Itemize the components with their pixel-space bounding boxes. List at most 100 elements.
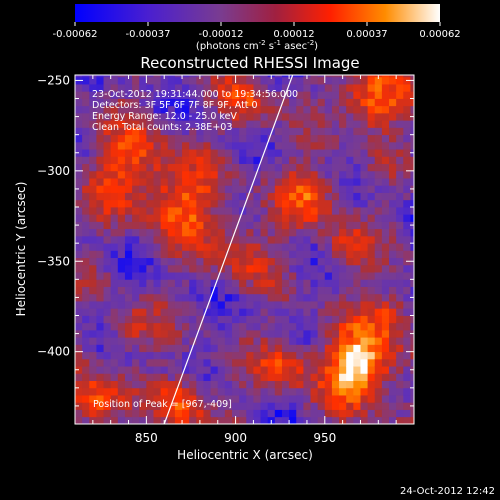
heatmap-cell	[260, 76, 269, 85]
heatmap-cell	[103, 272, 112, 280]
heatmap-cell	[117, 207, 126, 215]
heatmap-cell	[89, 337, 97, 345]
heatmap-cell	[117, 250, 126, 259]
heatmap-cell	[217, 380, 226, 389]
heatmap-cell	[124, 199, 133, 208]
heatmap-cell	[267, 235, 276, 244]
heatmap-cell	[331, 120, 340, 128]
heatmap-cell	[124, 337, 133, 345]
heatmap-cell	[167, 163, 176, 172]
heatmap-cell	[103, 402, 112, 410]
heatmap-cell	[267, 120, 276, 128]
heatmap-cell	[367, 395, 376, 403]
heatmap-cell	[346, 380, 354, 389]
heatmap-cell	[367, 84, 376, 92]
heatmap-cell	[210, 120, 219, 128]
heatmap-cell	[96, 315, 104, 324]
heatmap-cell	[89, 286, 97, 295]
heatmap-cell	[367, 75, 376, 78]
heatmap-cell	[196, 337, 204, 345]
heatmap-cell	[339, 228, 347, 237]
heatmap-cell	[153, 329, 162, 338]
heatmap-cell	[396, 235, 404, 244]
heatmap-cell	[253, 112, 261, 121]
heatmap-cell	[146, 409, 154, 418]
heatmap-cell	[153, 75, 162, 78]
heatmap-cell	[82, 75, 90, 78]
heatmap-cell	[289, 141, 297, 150]
heatmap-cell	[274, 199, 283, 208]
heatmap-cell	[146, 257, 154, 266]
heatmap-cell	[203, 199, 211, 208]
heatmap-cell	[253, 149, 261, 157]
heatmap-cell	[96, 156, 104, 164]
heatmap-cell	[360, 98, 369, 107]
heatmap-cell	[281, 315, 290, 324]
heatmap-cell	[96, 329, 104, 338]
heatmap-cell	[310, 76, 319, 85]
heatmap-cell	[374, 351, 383, 360]
heatmap-cell	[281, 228, 290, 237]
heatmap-cell	[281, 351, 290, 360]
heatmap-cell	[239, 185, 247, 193]
heatmap-cell	[75, 322, 83, 331]
heatmap-cell	[189, 98, 197, 107]
heatmap-cell	[281, 380, 290, 389]
heatmap-cell	[110, 112, 119, 121]
heatmap-cell	[103, 84, 112, 92]
heatmap-cell	[389, 322, 397, 331]
heatmap-cell	[167, 301, 176, 309]
heatmap-cell	[403, 75, 411, 78]
heatmap-cell	[396, 134, 404, 143]
heatmap-cell	[96, 366, 104, 374]
heatmap-cell	[310, 98, 319, 107]
heatmap-cell	[403, 214, 411, 222]
heatmap-cell	[346, 75, 354, 78]
heatmap-cell	[82, 98, 90, 107]
heatmap-cell	[303, 322, 311, 331]
heatmap-cell	[124, 301, 133, 309]
heatmap-cell	[96, 235, 104, 244]
heatmap-cell	[281, 156, 290, 164]
heatmap-cell	[174, 366, 183, 374]
heatmap-cell	[132, 214, 140, 222]
heatmap-cell	[389, 243, 397, 251]
heatmap-cell	[224, 315, 233, 324]
heatmap-cell	[132, 337, 140, 345]
y-tick-label: −350	[37, 254, 70, 268]
heatmap-cell	[203, 185, 211, 193]
heatmap-cell	[381, 395, 390, 403]
heatmap-cell	[324, 163, 333, 172]
heatmap-cell	[281, 279, 290, 287]
heatmap-cell	[381, 250, 390, 259]
heatmap-cell	[160, 272, 169, 280]
heatmap-cell	[339, 91, 347, 99]
heatmap-cell	[396, 416, 404, 424]
heatmap-cell	[196, 264, 204, 273]
heatmap-cell	[324, 344, 333, 353]
heatmap-cell	[160, 76, 169, 85]
heatmap-cell	[281, 243, 290, 251]
heatmap-cell	[167, 308, 176, 316]
heatmap-cell	[381, 149, 390, 157]
heatmap-cell	[339, 134, 347, 143]
heatmap-cell	[217, 344, 226, 353]
heatmap-cell	[331, 75, 340, 78]
heatmap-cell	[260, 250, 269, 259]
heatmap-cell	[203, 308, 211, 316]
heatmap-cell	[274, 387, 283, 396]
heatmap-cell	[139, 91, 147, 99]
heatmap-cell	[110, 286, 119, 295]
heatmap-cell	[353, 228, 361, 237]
heatmap-cell	[110, 156, 119, 164]
heatmap-cell	[153, 286, 162, 295]
heatmap-cell	[224, 279, 233, 287]
heatmap-cell	[346, 185, 354, 193]
heatmap-cell	[389, 178, 397, 186]
heatmap-cell	[232, 257, 240, 266]
heatmap-cell	[296, 344, 304, 353]
heatmap-cell	[360, 127, 369, 136]
heatmap-cell	[89, 221, 97, 230]
heatmap-cell	[160, 358, 169, 367]
heatmap-cell	[153, 373, 162, 381]
